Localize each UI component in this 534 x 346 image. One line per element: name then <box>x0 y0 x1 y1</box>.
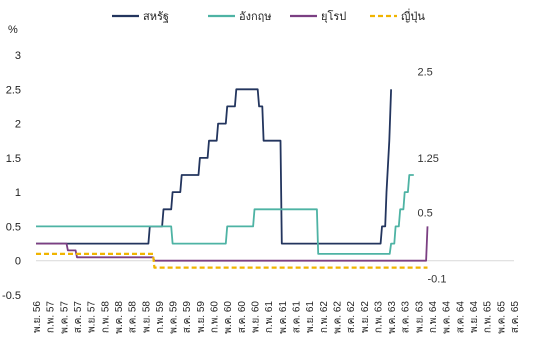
x-tick-label: ก.พ. 57 <box>46 301 57 334</box>
x-tick-label: พ.ย. 59 <box>196 301 207 333</box>
legend-label: สหรัฐ <box>143 11 169 23</box>
y-tick-label: 2 <box>15 119 21 131</box>
legend-label: ญี่ปุ่น <box>401 8 425 23</box>
series-line <box>36 252 428 269</box>
y-axis-unit: % <box>8 24 18 36</box>
x-tick-label: พ.ย. 56 <box>32 301 43 333</box>
x-tick-label: ส.ค. 65 <box>510 301 521 334</box>
x-tick-label: ก.พ. 60 <box>210 301 221 334</box>
x-tick-label: ก.พ. 62 <box>319 301 330 334</box>
x-tick-label: ก.พ. 59 <box>155 301 166 334</box>
x-tick-label: พ.ค. 64 <box>442 301 453 334</box>
x-tick-label: ส.ค. 63 <box>401 301 412 334</box>
x-tick-label: ส.ค. 59 <box>182 301 193 334</box>
x-tick-label: ส.ค. 60 <box>237 301 248 334</box>
series-lines <box>36 88 429 269</box>
x-tick-label: พ.ย. 60 <box>251 301 262 333</box>
series-line <box>36 88 392 245</box>
x-tick-label: ส.ค. 58 <box>128 301 139 334</box>
legend-label: อังกฤษ <box>239 11 272 23</box>
legend-item: อังกฤษ <box>208 11 272 23</box>
x-tick-label: พ.ค. 61 <box>278 301 289 334</box>
y-tick-label: 2.5 <box>6 84 21 96</box>
x-tick-label: ส.ค. 64 <box>455 301 466 334</box>
x-tick-label: พ.ค. 62 <box>332 301 343 334</box>
x-tick-label: ก.พ. 63 <box>373 301 384 334</box>
y-tick-label: 0 <box>15 256 21 268</box>
y-tick-label: 0.5 <box>6 221 21 233</box>
legend-item: ยุโรป <box>290 9 346 23</box>
y-tick-label: -0.5 <box>2 290 21 302</box>
x-tick-label: ก.พ. 58 <box>100 301 111 334</box>
x-tick-label: พ.ค. 57 <box>59 301 70 334</box>
x-tick-label: พ.ย. 62 <box>360 301 371 333</box>
x-tick-label: พ.ค. 59 <box>169 301 180 334</box>
x-tick-label: ก.พ. 64 <box>428 301 439 334</box>
y-tick-label: 1 <box>15 187 21 199</box>
end-value-labels: 2.5 1.25 0.5 -0.1 <box>418 66 447 285</box>
x-tick-label: ส.ค. 57 <box>73 301 84 334</box>
x-tick-label: พ.ย. 58 <box>141 301 152 333</box>
x-tick-label: ก.พ. 61 <box>264 301 275 334</box>
series-line <box>36 226 429 262</box>
legend: สหรัฐ อังกฤษ ยุโรป ญี่ปุ่น <box>112 8 425 23</box>
x-tick-label: พ.ค. 65 <box>496 301 507 334</box>
y-tick-label: 3 <box>15 50 21 62</box>
x-tick-label: พ.ย. 61 <box>305 301 316 333</box>
x-tick-label: ก.พ. 65 <box>483 301 494 334</box>
x-tick-label: พ.ย. 64 <box>469 301 480 333</box>
series-line <box>36 174 414 255</box>
end-value-label: 0.5 <box>418 207 433 219</box>
x-tick-label: พ.ค. 60 <box>223 301 234 334</box>
x-tick-label: พ.ค. 58 <box>114 301 125 334</box>
x-axis-ticks: พ.ย. 56 ก.พ. 57 พ.ค. 57 ส.ค. 57 พ.ย. 57 ก.พ. … <box>32 301 521 334</box>
y-tick-label: 1.5 <box>6 153 21 165</box>
end-value-label: 1.25 <box>418 153 439 165</box>
end-value-label: -0.1 <box>428 274 447 286</box>
y-axis-ticks: -0.5 0 0.5 1 1.5 2 2.5 3 <box>2 50 21 302</box>
legend-item: สหรัฐ <box>112 11 169 23</box>
x-tick-label: พ.ย. 57 <box>87 301 98 333</box>
end-value-label: 2.5 <box>418 66 433 78</box>
x-tick-label: ส.ค. 61 <box>291 301 302 334</box>
x-tick-label: พ.ย. 63 <box>414 301 425 333</box>
x-tick-label: ส.ค. 62 <box>346 301 357 334</box>
legend-item: ญี่ปุ่น <box>370 8 425 23</box>
legend-label: ยุโรป <box>321 9 346 23</box>
x-tick-label: พ.ค. 63 <box>387 301 398 334</box>
